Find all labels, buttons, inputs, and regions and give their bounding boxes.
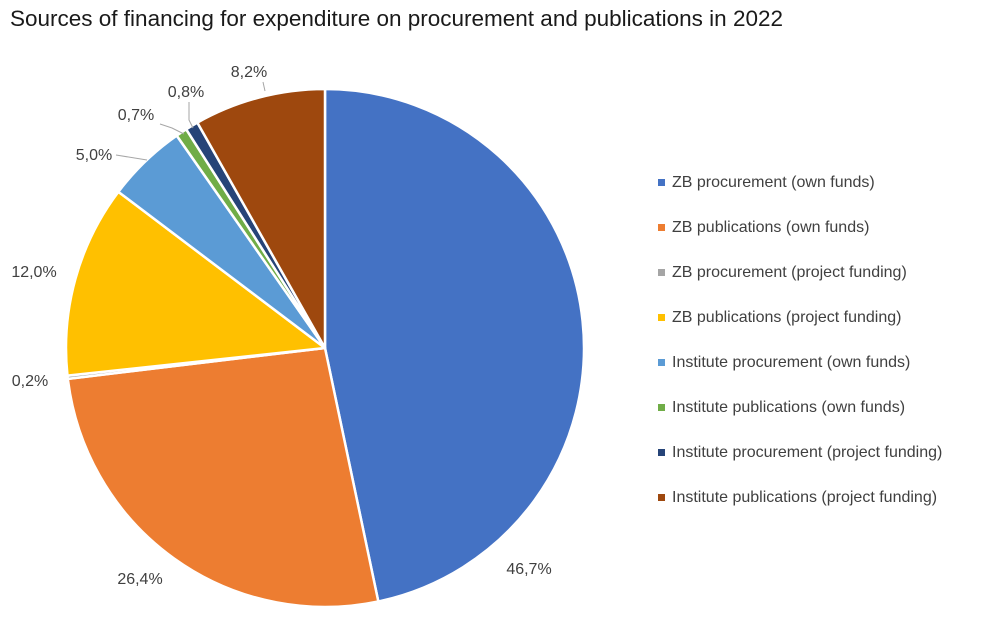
pie-slice bbox=[66, 346, 380, 609]
chart-title: Sources of financing for expenditure on … bbox=[10, 6, 783, 31]
legend-item: Institute procurement (project funding) bbox=[658, 444, 942, 489]
legend-label: Institute publications (project funding) bbox=[672, 489, 938, 506]
legend-item: ZB publications (project funding) bbox=[658, 309, 942, 354]
legend-item: Institute procurement (own funds) bbox=[658, 354, 942, 399]
legend-swatch bbox=[658, 404, 665, 411]
legend-swatch bbox=[658, 224, 665, 231]
data-label: 5,0% bbox=[76, 147, 112, 164]
legend-label: ZB procurement (project funding) bbox=[672, 264, 907, 281]
data-label: 0,7% bbox=[118, 107, 154, 124]
label-leader-line bbox=[115, 154, 148, 161]
pie-slice bbox=[196, 87, 327, 350]
legend-item: ZB publications (own funds) bbox=[658, 219, 942, 264]
legend-item: ZB procurement (project funding) bbox=[658, 264, 942, 309]
legend-label: Institute procurement (project funding) bbox=[672, 444, 943, 461]
data-label: 8,2% bbox=[231, 64, 267, 81]
legend-swatch bbox=[658, 269, 665, 276]
label-leader-line bbox=[159, 123, 185, 135]
legend-swatch bbox=[658, 449, 665, 456]
legend-swatch bbox=[658, 359, 665, 366]
legend-swatch bbox=[658, 179, 665, 186]
label-leader-line bbox=[262, 81, 266, 92]
legend-item: Institute publications (project funding) bbox=[658, 489, 942, 534]
data-label: 0,8% bbox=[168, 84, 204, 101]
pie-slice bbox=[323, 87, 586, 603]
data-label: 26,4% bbox=[117, 571, 162, 588]
legend-label: Institute procurement (own funds) bbox=[672, 354, 911, 371]
data-label: 0,2% bbox=[12, 373, 48, 390]
legend-item: ZB procurement (own funds) bbox=[658, 174, 942, 219]
label-leader-line bbox=[188, 102, 194, 129]
legend-swatch bbox=[658, 494, 665, 501]
legend: ZB procurement (own funds) ZB publication… bbox=[658, 174, 942, 534]
legend-label: ZB publications (own funds) bbox=[672, 219, 870, 236]
legend-label: ZB publications (project funding) bbox=[672, 309, 902, 326]
data-label: 46,7% bbox=[506, 561, 551, 578]
legend-swatch bbox=[658, 314, 665, 321]
pie-slice bbox=[64, 190, 327, 377]
legend-label: ZB procurement (own funds) bbox=[672, 174, 875, 191]
data-label: 12,0% bbox=[11, 264, 56, 281]
legend-label: Institute publications (own funds) bbox=[672, 399, 906, 416]
legend-item: Institute publications (own funds) bbox=[658, 399, 942, 444]
